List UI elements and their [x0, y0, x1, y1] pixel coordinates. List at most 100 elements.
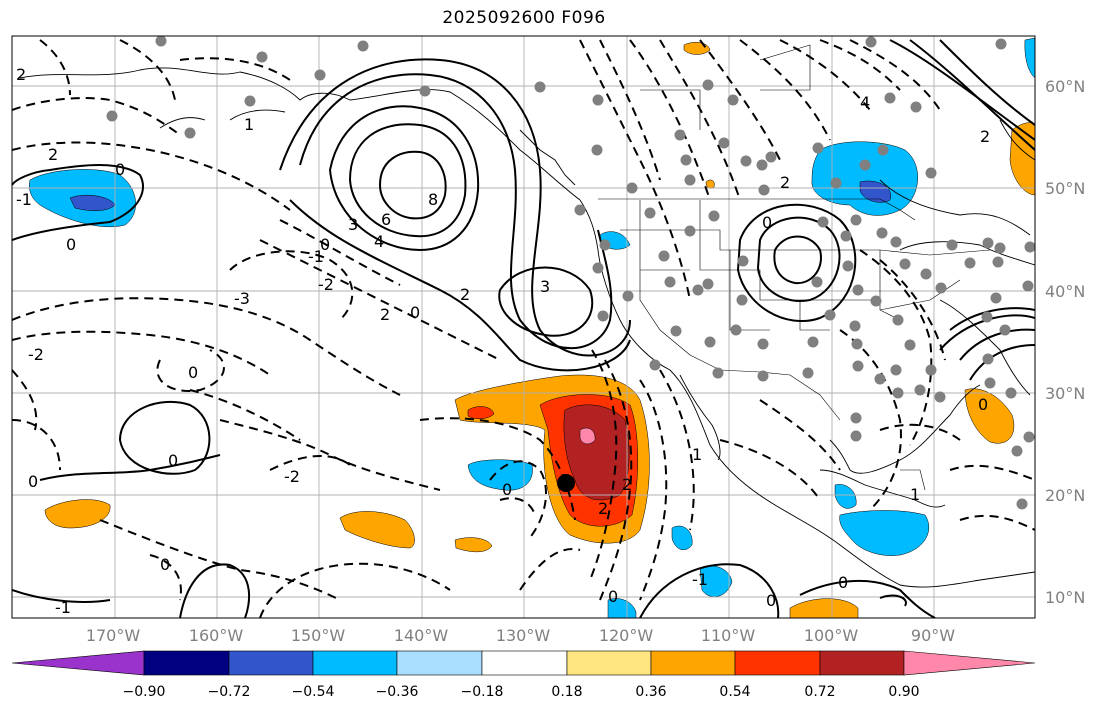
zero-line-2 [12, 589, 111, 603]
fill-red-small [467, 406, 495, 419]
south-solid-2 [799, 580, 936, 618]
contour-label: -2 [284, 467, 300, 486]
contour-label: 0 [608, 587, 618, 606]
colorbar-segment [650, 650, 736, 676]
ne-arc-1 [889, 39, 1035, 141]
map-title: 2025092600 F096 [442, 8, 606, 28]
coastlines [19, 67, 1035, 588]
contour-label: 2 [598, 499, 608, 518]
colorbar-segment [819, 650, 905, 676]
contour-label: -2 [318, 275, 334, 294]
contour-label: 0 [502, 480, 512, 499]
map-frame [11, 35, 1036, 619]
contour-label: 2 [780, 173, 790, 192]
fill-cyan-mid [467, 459, 533, 491]
south-solid-1 [639, 563, 780, 618]
contour-label: 1 [692, 445, 702, 464]
contour-label: 4 [860, 93, 870, 112]
contour-label: 0 [115, 160, 125, 179]
contour-label: -2 [28, 345, 44, 364]
contour-label: -1 [16, 190, 32, 209]
lon-label-170w: 170°W [85, 626, 141, 645]
lat-label-20n: 20°N [1045, 486, 1086, 505]
contour-label: 0 [66, 235, 76, 254]
contour-label: 0 [160, 555, 170, 574]
fill-orange-sw [44, 499, 111, 529]
fill-orange-ne [1009, 122, 1035, 196]
fill-orange-s2 [454, 537, 493, 553]
contour-label: -3 [234, 289, 250, 308]
low-central-us-2 [736, 203, 857, 323]
low-gulf-of-alaska-3 [378, 150, 447, 220]
colorbar-tick-label: −0.36 [375, 684, 419, 700]
colorbar-tick-label: −0.72 [207, 684, 251, 700]
ne-arc-3 [939, 39, 1035, 126]
graticule [12, 36, 1035, 618]
fill-blue-canada [859, 180, 892, 203]
contour-label: 2 [980, 127, 990, 146]
contour-label: 0 [188, 363, 198, 382]
west-zero [12, 164, 144, 241]
contour-label: 2 [460, 285, 470, 304]
contour-label: -1 [55, 598, 71, 617]
contour-label: 2 [622, 475, 632, 494]
south-solid-3 [879, 594, 907, 607]
colorbar-segment [481, 650, 568, 676]
contour-label: 0 [766, 591, 776, 610]
contour-label: 2 [16, 65, 26, 84]
lon-label-110w: 110°W [700, 626, 756, 645]
colorbar-segment [143, 650, 230, 676]
colorbar-segment [228, 650, 314, 676]
lat-label-10n: 10°N [1045, 588, 1086, 607]
fill-orange-s1 [339, 511, 415, 549]
colorbar-segment [396, 650, 483, 676]
contour-label: 2 [380, 305, 390, 324]
low-gulf-of-alaska-6 [289, 199, 631, 372]
dashed-contours [12, 39, 1035, 618]
colorbar-tick-label: 0.90 [888, 684, 920, 700]
fill-cyan-yuc [834, 484, 857, 509]
lon-label-90w: 90°W [910, 626, 956, 645]
contour-label: 3 [540, 277, 550, 296]
contour-label: 0 [978, 395, 988, 414]
fill-cyan-bottom [607, 598, 637, 618]
lon-label-160w: 160°W [188, 626, 244, 645]
contour-label: 3 [348, 215, 358, 234]
solid-contours [12, 39, 1035, 618]
colorbar-tick-label: 0.18 [551, 684, 583, 700]
shaded-fields [29, 37, 1035, 618]
lat-label-60n: 60°N [1045, 77, 1086, 96]
lat-label-50n: 50°N [1045, 179, 1086, 198]
lon-label-120w: 120°W [598, 626, 654, 645]
fill-cyan-small1 [671, 525, 693, 551]
contour-label: 0 [410, 303, 420, 322]
contour-label: 0 [762, 213, 772, 232]
colorbar-left-extend [11, 650, 145, 676]
sw-solid [179, 563, 251, 618]
low-gulf-of-alaska-2 [348, 123, 467, 238]
contour-label: 1 [910, 485, 920, 504]
lat-label-40n: 40°N [1045, 282, 1086, 301]
contour-label: 0 [320, 235, 330, 254]
colorbar-tick-label: −0.54 [291, 684, 335, 700]
colorbar-segment [312, 650, 398, 676]
contour-label: 0 [28, 472, 38, 491]
fill-cyan-caribbean [839, 510, 930, 556]
low-central-us-3 [773, 235, 822, 285]
colorbar-tick-label: −0.90 [122, 684, 166, 700]
lon-label-130w: 130°W [495, 626, 551, 645]
fill-orange-bottom [789, 598, 859, 618]
lat-label-30n: 30°N [1045, 384, 1086, 403]
contour-label: 2 [48, 145, 58, 164]
colorbar-tick-label: 0.54 [719, 684, 751, 700]
low-gulf-of-alaska-5 [279, 58, 631, 357]
lon-label-140w: 140°W [393, 626, 449, 645]
fill-pink [579, 427, 596, 445]
contour-label: 8 [428, 190, 438, 209]
colorbar-segment [566, 650, 652, 676]
colorbar-tick-label: 0.72 [804, 684, 836, 700]
lon-label-100w: 100°W [803, 626, 859, 645]
low-east-1 [949, 307, 1035, 331]
contour-label: 0 [168, 451, 178, 470]
